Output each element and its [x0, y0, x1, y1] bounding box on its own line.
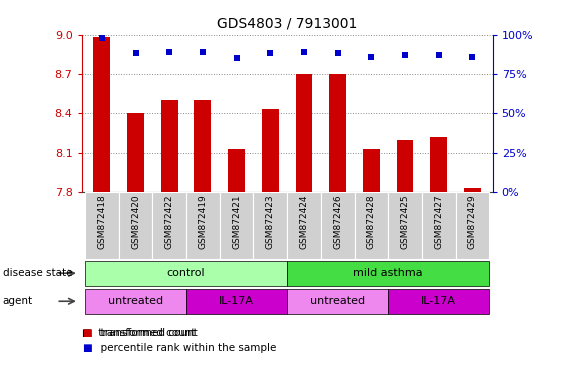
Text: GSM872429: GSM872429 — [468, 195, 477, 249]
Bar — [363, 149, 380, 192]
Bar — [455, 192, 489, 259]
Bar — [287, 289, 388, 314]
Text: disease state: disease state — [3, 268, 72, 278]
Bar — [119, 192, 153, 259]
Point — [165, 49, 174, 55]
Bar — [287, 192, 321, 259]
Text: ■: ■ — [82, 328, 91, 338]
Bar — [93, 37, 110, 192]
Text: ■  transformed count: ■ transformed count — [82, 328, 195, 338]
Text: GSM872426: GSM872426 — [333, 195, 342, 249]
Bar — [396, 139, 413, 192]
Bar — [329, 74, 346, 192]
Bar — [262, 109, 279, 192]
Text: GSM872418: GSM872418 — [97, 195, 106, 250]
Title: GDS4803 / 7913001: GDS4803 / 7913001 — [217, 17, 358, 31]
Text: GSM872420: GSM872420 — [131, 195, 140, 249]
Bar — [85, 289, 186, 314]
Bar — [228, 149, 245, 192]
Point — [333, 50, 342, 56]
Bar — [355, 192, 388, 259]
Text: GSM872421: GSM872421 — [232, 195, 241, 249]
Text: IL-17A: IL-17A — [219, 296, 254, 306]
Point — [434, 52, 443, 58]
Bar — [127, 113, 144, 192]
Text: untreated: untreated — [108, 296, 163, 306]
Text: ■: ■ — [82, 343, 91, 353]
Bar — [220, 192, 253, 259]
Point — [367, 53, 376, 60]
Point — [97, 35, 106, 41]
Text: GSM872422: GSM872422 — [165, 195, 174, 249]
Bar — [388, 289, 489, 314]
Text: agent: agent — [3, 296, 33, 306]
Text: mild asthma: mild asthma — [354, 268, 423, 278]
Point — [468, 53, 477, 60]
Text: GSM872423: GSM872423 — [266, 195, 275, 249]
Point — [232, 55, 241, 61]
Bar — [85, 261, 287, 286]
Bar — [422, 192, 455, 259]
Text: percentile rank within the sample: percentile rank within the sample — [94, 343, 276, 353]
Bar — [85, 192, 119, 259]
Bar — [186, 192, 220, 259]
Point — [400, 52, 409, 58]
Text: GSM872419: GSM872419 — [198, 195, 207, 250]
Point — [266, 50, 275, 56]
Point — [131, 50, 140, 56]
Bar — [430, 137, 447, 192]
Text: transformed count: transformed count — [94, 328, 198, 338]
Text: GSM872428: GSM872428 — [367, 195, 376, 249]
Bar — [194, 100, 211, 192]
Bar — [296, 74, 312, 192]
Text: untreated: untreated — [310, 296, 365, 306]
Bar — [388, 192, 422, 259]
Text: GSM872424: GSM872424 — [300, 195, 309, 249]
Bar — [253, 192, 287, 259]
Bar — [321, 192, 355, 259]
Bar — [161, 100, 178, 192]
Text: control: control — [167, 268, 205, 278]
Bar — [464, 188, 481, 192]
Point — [300, 49, 309, 55]
Bar — [287, 261, 489, 286]
Text: IL-17A: IL-17A — [421, 296, 456, 306]
Bar — [153, 192, 186, 259]
Text: GSM872425: GSM872425 — [400, 195, 409, 249]
Bar — [186, 289, 287, 314]
Point — [198, 49, 207, 55]
Text: GSM872427: GSM872427 — [434, 195, 443, 249]
